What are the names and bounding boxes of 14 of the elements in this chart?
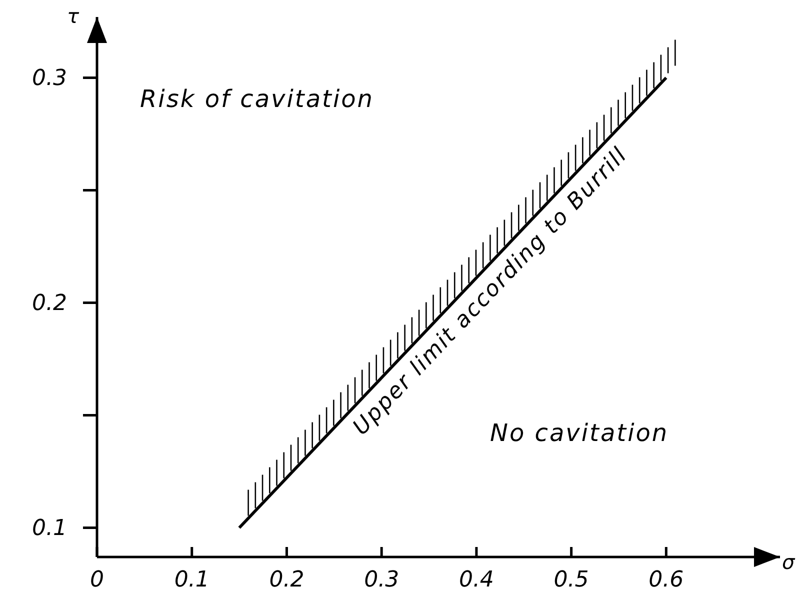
x-tick-label: 0.3 bbox=[364, 568, 400, 593]
y-axis-title: τ bbox=[67, 4, 80, 28]
x-tick-label: 0.1 bbox=[174, 568, 210, 593]
x-tick-label: 0 bbox=[90, 568, 104, 593]
y-tick-label: 0.3 bbox=[32, 66, 67, 91]
x-axis-title: σ bbox=[782, 550, 796, 574]
y-tick-label: 0.1 bbox=[32, 516, 67, 541]
y-tick-label: 0.2 bbox=[32, 290, 67, 316]
x-tick-label: 0.5 bbox=[554, 568, 589, 593]
x-tick-label: 0.4 bbox=[458, 568, 494, 593]
x-tick-label: 0.6 bbox=[648, 568, 684, 593]
annotation: Risk of cavitation bbox=[140, 85, 374, 113]
annotation: No cavitation bbox=[490, 419, 669, 447]
x-tick-label: 0.2 bbox=[269, 568, 304, 593]
